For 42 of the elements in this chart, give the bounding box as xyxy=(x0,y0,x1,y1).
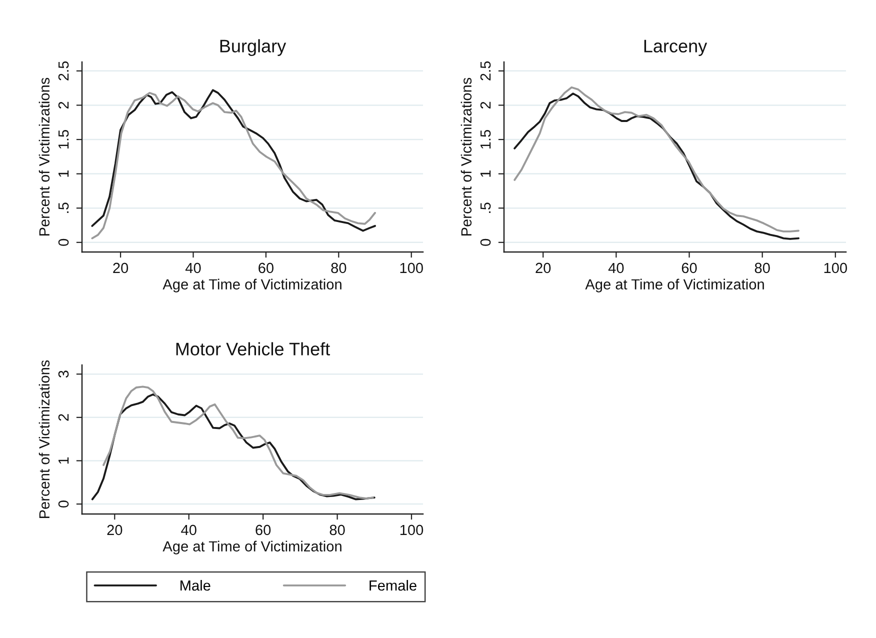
x-tick-label: 100 xyxy=(400,262,423,274)
x-tick-label: 20 xyxy=(113,262,128,274)
y-tick-label: .5 xyxy=(480,202,491,213)
x-tick-label: 80 xyxy=(754,262,770,274)
x-tick-label: 40 xyxy=(608,262,624,274)
x-tick-label: 40 xyxy=(181,524,196,536)
y-tick-label: 2.5 xyxy=(480,61,491,80)
y-tick-label: 2.5 xyxy=(58,61,69,80)
x-tick-label: 20 xyxy=(107,524,122,536)
y-tick-label: 1 xyxy=(58,457,69,464)
x-tick-label: 60 xyxy=(682,262,697,274)
x-tick-label: 60 xyxy=(258,262,274,274)
y-tick-label: 0 xyxy=(58,238,69,246)
x-axis-title: Age at Time of Victimization xyxy=(162,278,342,292)
y-tick-label: .5 xyxy=(58,202,69,213)
x-tick-label: 80 xyxy=(331,262,346,274)
x-tick-label: 40 xyxy=(185,262,201,274)
y-axis-title: Percent of Victimizations xyxy=(38,360,50,518)
y-tick-label: 0 xyxy=(480,238,491,246)
y-tick-label: 2 xyxy=(58,414,69,421)
y-tick-label: 2 xyxy=(58,102,69,109)
y-tick-label: 2 xyxy=(480,102,491,109)
y-tick-label: 3 xyxy=(58,370,69,378)
x-tick-label: 100 xyxy=(824,262,847,274)
x-tick-label: 60 xyxy=(256,524,271,536)
legend-label: Male xyxy=(180,580,210,591)
y-tick-label: 1 xyxy=(58,170,69,177)
y-tick-label: 1.5 xyxy=(480,130,491,149)
x-axis-title: Age at Time of Victimization xyxy=(585,278,764,292)
x-tick-label: 80 xyxy=(330,524,345,536)
chart-title: Burglary xyxy=(220,39,286,56)
y-axis-title: Percent of Victimizations xyxy=(460,78,472,236)
chart-title: Motor Vehicle Theft xyxy=(176,342,330,356)
y-axis-title: Percent of Victimizations xyxy=(38,78,50,236)
y-tick-label: 1.5 xyxy=(58,130,69,149)
x-axis-title: Age at Time of Victimization xyxy=(162,540,342,554)
x-tick-label: 100 xyxy=(400,524,424,536)
x-tick-label: 20 xyxy=(536,262,551,274)
y-tick-label: 0 xyxy=(58,500,69,508)
y-tick-label: 1 xyxy=(480,170,491,177)
chart-title: Larceny xyxy=(644,40,708,56)
legend-label: Female xyxy=(370,580,416,591)
